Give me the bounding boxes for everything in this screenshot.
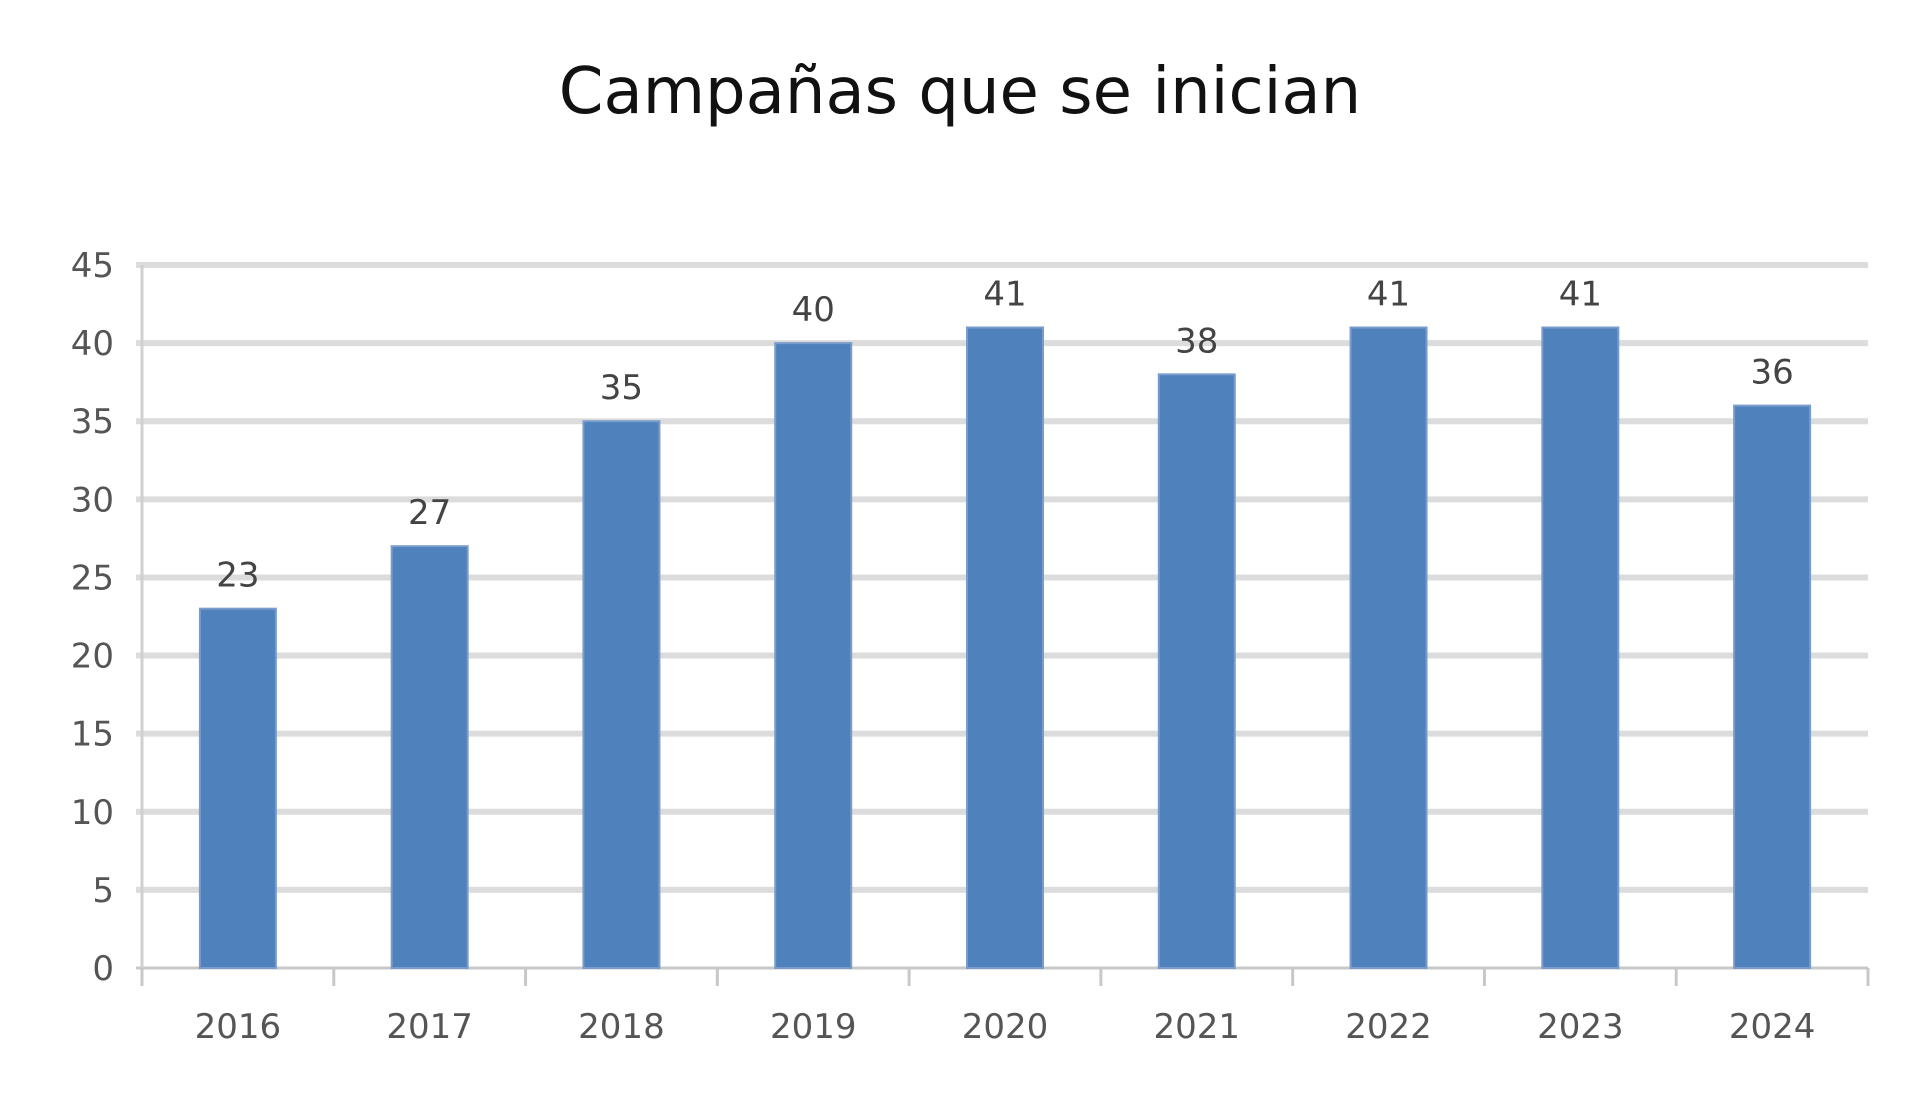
y-tick-label: 40 <box>71 324 114 364</box>
data-label: 40 <box>792 290 835 330</box>
data-label: 27 <box>408 493 451 533</box>
x-tick-label: 2016 <box>195 1007 282 1047</box>
bar <box>1157 373 1236 970</box>
data-label: 36 <box>1750 353 1793 393</box>
y-tick-label: 15 <box>71 715 114 755</box>
x-tick-label: 2021 <box>1154 1007 1241 1047</box>
bar <box>774 342 853 970</box>
x-tick-label: 2022 <box>1345 1007 1432 1047</box>
y-tick-label: 5 <box>92 871 114 911</box>
chart-title: Campañas que se inician <box>558 55 1362 129</box>
x-tick-label: 2023 <box>1537 1007 1624 1047</box>
bar <box>966 326 1044 969</box>
data-label: 41 <box>983 274 1026 314</box>
data-label: 38 <box>1175 321 1218 361</box>
x-tick-label: 2020 <box>962 1007 1049 1047</box>
y-tick-label: 35 <box>71 402 114 442</box>
bar <box>1349 326 1428 969</box>
y-tick-label: 45 <box>71 246 114 286</box>
data-label: 41 <box>1367 274 1410 314</box>
y-tick-label: 20 <box>71 637 114 677</box>
y-tick-label: 30 <box>71 480 114 520</box>
x-tick-label: 2024 <box>1729 1007 1816 1047</box>
x-tick-label: 2018 <box>578 1007 665 1047</box>
bar <box>390 545 469 969</box>
bar <box>1733 404 1812 970</box>
bar <box>1541 326 1620 969</box>
y-tick-label: 0 <box>92 949 114 989</box>
data-label: 41 <box>1559 274 1602 314</box>
data-label: 23 <box>216 556 259 596</box>
bar <box>582 420 661 969</box>
data-label: 35 <box>600 368 643 408</box>
y-tick-label: 25 <box>71 558 114 598</box>
bar <box>198 607 277 969</box>
x-tick-label: 2019 <box>770 1007 857 1047</box>
x-tick-label: 2017 <box>386 1007 473 1047</box>
y-tick-label: 10 <box>71 793 114 833</box>
